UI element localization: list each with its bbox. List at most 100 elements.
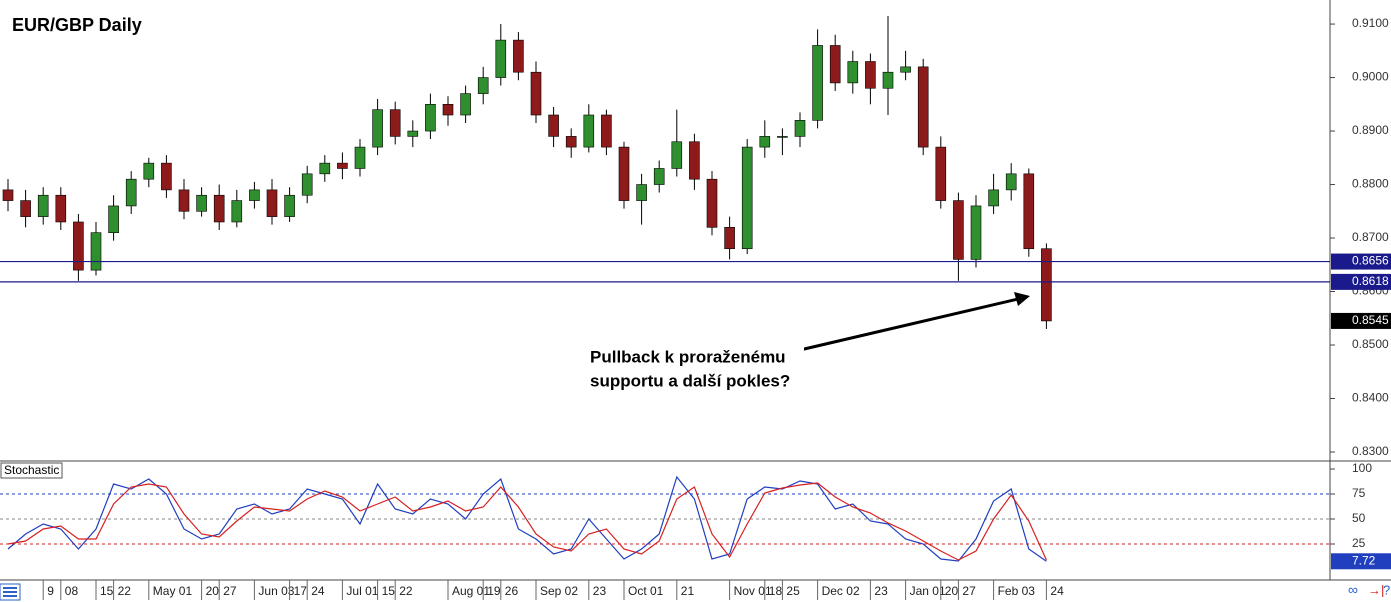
candle-body bbox=[601, 114, 612, 148]
y-tick-label: 50 bbox=[1352, 511, 1366, 525]
x-tick-label: 20 bbox=[206, 584, 220, 598]
candle-body bbox=[653, 168, 665, 185]
candle-body bbox=[829, 45, 841, 84]
x-tick-label: 9 bbox=[47, 584, 54, 598]
x-tick-label: Oct 01 bbox=[628, 584, 664, 598]
candle-body bbox=[249, 189, 260, 201]
candle-body bbox=[988, 189, 999, 207]
y-tick-label: 0.9000 bbox=[1352, 70, 1389, 84]
candle-body bbox=[284, 194, 295, 217]
x-tick-label: Sep 02 bbox=[540, 584, 578, 598]
x-tick-label: 23 bbox=[593, 584, 607, 598]
y-tick-label: 0.8700 bbox=[1352, 230, 1389, 244]
candle-body bbox=[759, 136, 771, 148]
candle-body bbox=[689, 141, 700, 180]
x-tick-label: 17 bbox=[294, 584, 308, 598]
candle-body bbox=[882, 71, 894, 89]
help-icon[interactable]: ? bbox=[1383, 582, 1390, 597]
x-tick-label: 20 bbox=[945, 584, 959, 598]
candle-body bbox=[917, 66, 929, 148]
candle-body bbox=[970, 205, 982, 260]
x-tick-label: 27 bbox=[223, 584, 237, 598]
candle-body bbox=[108, 205, 119, 233]
x-tick-label: 18 bbox=[769, 584, 783, 598]
candle-body bbox=[495, 39, 507, 78]
annotation-arrow bbox=[799, 297, 1019, 352]
candle-body bbox=[741, 146, 753, 250]
stochastic-line bbox=[7, 482, 1047, 561]
candle-body bbox=[2, 189, 14, 201]
candle-body bbox=[477, 77, 489, 94]
candle-body bbox=[794, 120, 806, 137]
candle-body bbox=[389, 109, 401, 137]
x-tick-label: 24 bbox=[311, 584, 325, 598]
y-tick-label: 0.8500 bbox=[1352, 337, 1389, 351]
y-tick-label: 0.8800 bbox=[1352, 177, 1389, 191]
candle-body bbox=[548, 114, 559, 137]
annotation-arrow-head bbox=[1014, 292, 1030, 306]
candle-body bbox=[125, 178, 137, 207]
candle-body bbox=[143, 162, 155, 180]
candle-body bbox=[1005, 173, 1017, 191]
last-price-label: 0.8545 bbox=[1352, 313, 1389, 327]
candle-body bbox=[953, 200, 964, 260]
candle-body bbox=[266, 189, 278, 217]
y-tick-label: 75 bbox=[1352, 486, 1366, 500]
candle-body bbox=[1023, 173, 1035, 250]
y-tick-label: 0.8400 bbox=[1352, 391, 1389, 405]
candle-body bbox=[706, 178, 718, 228]
x-tick-label: Jun 03 bbox=[258, 584, 294, 598]
price-label: 0.8618 bbox=[1352, 274, 1389, 288]
x-tick-label: Aug 01 bbox=[452, 584, 490, 598]
candle-body bbox=[583, 114, 595, 148]
candle-body bbox=[196, 194, 207, 212]
candle-body bbox=[812, 45, 823, 121]
candle-body bbox=[900, 66, 911, 73]
x-tick-label: 25 bbox=[786, 584, 800, 598]
x-tick-label: 15 bbox=[382, 584, 396, 598]
x-tick-label: 27 bbox=[962, 584, 976, 598]
x-tick-label: Nov 01 bbox=[734, 584, 772, 598]
candle-body bbox=[161, 162, 172, 191]
y-tick-label: 25 bbox=[1352, 536, 1366, 550]
x-tick-label: 08 bbox=[65, 584, 79, 598]
y-tick-label: 100 bbox=[1352, 461, 1372, 475]
candle-body bbox=[37, 194, 49, 217]
x-tick-label: 26 bbox=[505, 584, 519, 598]
candle-body bbox=[777, 136, 788, 138]
plot-area: 0.83000.84000.85000.86000.87000.88000.89… bbox=[0, 16, 1391, 600]
candle-body bbox=[301, 173, 313, 196]
candle-body bbox=[513, 39, 524, 73]
indicator-label: Stochastic bbox=[4, 463, 59, 477]
candle-body bbox=[213, 194, 225, 223]
candle-body bbox=[724, 227, 735, 250]
x-tick-label: 19 bbox=[487, 584, 501, 598]
candle-body bbox=[20, 200, 31, 217]
x-tick-label: Feb 03 bbox=[998, 584, 1036, 598]
candle-body bbox=[618, 146, 630, 201]
y-tick-label: 0.9100 bbox=[1352, 16, 1389, 30]
x-tick-label: 22 bbox=[118, 584, 132, 598]
candle-body bbox=[865, 61, 876, 89]
candle-body bbox=[354, 146, 366, 169]
menu-icon-lines bbox=[3, 587, 17, 597]
x-tick-label: 15 bbox=[100, 584, 114, 598]
candle-body bbox=[442, 104, 454, 116]
last-value-box bbox=[1331, 553, 1391, 570]
price-label: 0.8656 bbox=[1352, 254, 1389, 268]
x-tick-label: Jul 01 bbox=[346, 584, 378, 598]
last-price-box bbox=[1331, 312, 1391, 329]
annotation-line: supportu a další pokles? bbox=[590, 371, 790, 390]
candle-body bbox=[565, 136, 577, 148]
x-tick-label: May 01 bbox=[153, 584, 193, 598]
link-icon[interactable]: ∞ bbox=[1348, 582, 1358, 598]
candle-body bbox=[425, 104, 436, 132]
indicator-label-box bbox=[0, 462, 63, 479]
scroll-icon[interactable]: →| bbox=[1368, 582, 1384, 597]
x-tick-label: 24 bbox=[1050, 584, 1064, 598]
annotation-box bbox=[582, 343, 804, 421]
candle-body bbox=[407, 130, 419, 137]
candle-body bbox=[55, 194, 67, 223]
candle-body bbox=[231, 200, 243, 223]
candle-body bbox=[671, 141, 683, 169]
